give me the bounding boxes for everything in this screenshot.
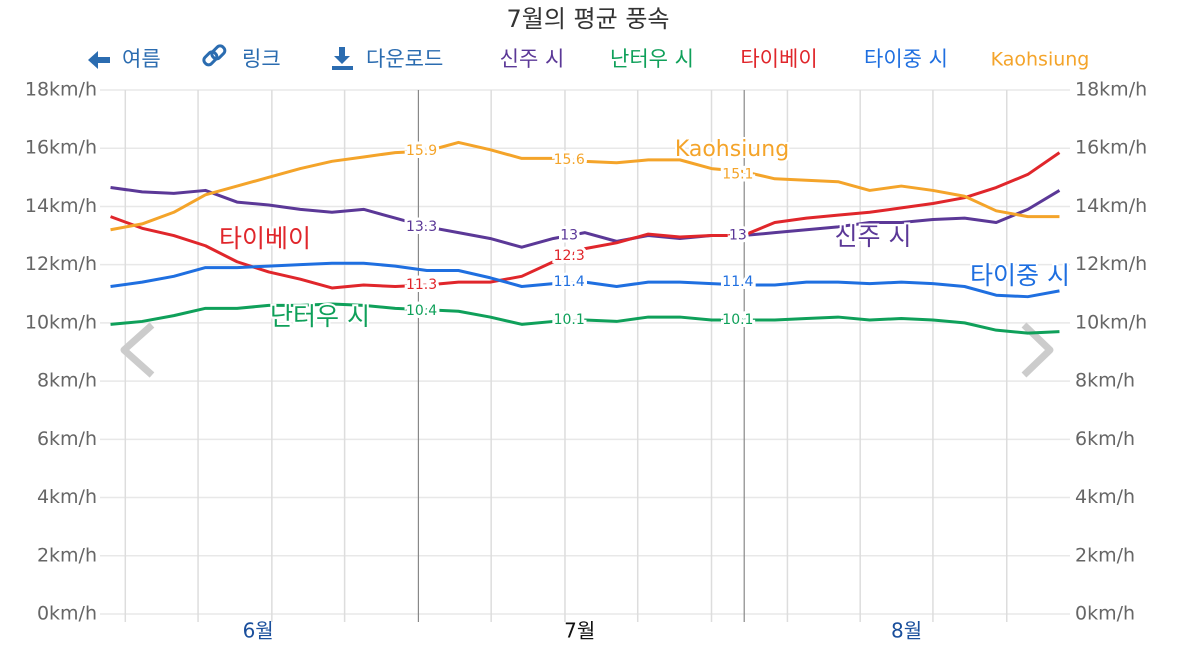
download-icon — [332, 47, 353, 70]
nav-summer[interactable]: 여름 — [88, 47, 161, 71]
series-label: Kaohsiung — [675, 137, 789, 162]
series-line — [110, 302, 1060, 335]
nav-download[interactable]: 다운로드 — [332, 47, 443, 71]
legend-item[interactable]: 난터우 시 — [610, 47, 694, 71]
series-line — [110, 151, 1061, 290]
legend-item[interactable]: 타이베이 — [740, 47, 817, 71]
y-tick-label: 10km/h — [25, 311, 97, 333]
link-icon — [202, 44, 227, 67]
y2-tick-label: 12km/h — [1075, 253, 1147, 275]
data-label: 15.9 — [406, 143, 437, 159]
y-tick-label: 2km/h — [37, 544, 97, 566]
legend-item[interactable]: 신주 시 — [500, 47, 565, 71]
data-label: 13.3 — [406, 219, 437, 235]
y-tick-label: 16km/h — [25, 137, 97, 159]
nav-link[interactable]: 링크 — [202, 44, 281, 71]
chart-title: 7월의 평균 풍속 — [506, 5, 669, 33]
y-tick-label: 12km/h — [25, 253, 97, 275]
y-tick-label: 8km/h — [37, 370, 97, 392]
nav-label[interactable]: 다운로드 — [366, 47, 443, 71]
y2-tick-label: 18km/h — [1075, 79, 1147, 101]
y2-tick-label: 8km/h — [1075, 370, 1135, 392]
y2-tick-label: 2km/h — [1075, 544, 1135, 566]
data-label: 11.4 — [722, 274, 753, 290]
series-line — [110, 140, 1060, 232]
data-label: 12.3 — [554, 248, 585, 264]
y-tick-label: 4km/h — [37, 486, 97, 508]
grid — [100, 89, 1070, 622]
data-label: 11.3 — [406, 277, 437, 293]
series-label: 타이베이 — [219, 224, 311, 253]
y2-tick-label: 0km/h — [1075, 603, 1135, 625]
data-label: 11.4 — [554, 274, 585, 290]
data-label: 10.1 — [554, 312, 585, 328]
y-tick-label: 0km/h — [37, 603, 97, 625]
series-line — [110, 186, 1061, 249]
series-label: 타이중 시 — [970, 261, 1070, 290]
data-label: 10.1 — [722, 312, 753, 328]
data-label: 15.1 — [722, 166, 753, 182]
legend-item[interactable]: Kaohsiung — [991, 49, 1090, 71]
nav-label[interactable]: 여름 — [122, 47, 161, 71]
y2-tick-label: 10km/h — [1075, 311, 1147, 333]
series-label: 신주 시 — [835, 222, 912, 251]
y2-tick-label: 14km/h — [1075, 195, 1147, 217]
data-label: 13 — [560, 228, 578, 244]
y2-tick-label: 6km/h — [1075, 428, 1135, 450]
y-tick-label: 14km/h — [25, 195, 97, 217]
data-label: 13 — [729, 228, 747, 244]
y-tick-label: 18km/h — [25, 79, 97, 101]
series-label: 난터우 시 — [270, 302, 370, 331]
y-tick-label: 6km/h — [37, 428, 97, 450]
data-label: 10.4 — [406, 303, 437, 319]
y2-tick-label: 16km/h — [1075, 137, 1147, 159]
y2-tick-label: 4km/h — [1075, 486, 1135, 508]
nav-label[interactable]: 링크 — [242, 47, 281, 71]
prev-button[interactable] — [120, 322, 155, 378]
x-tick-label: 6월 — [243, 619, 274, 643]
x-tick-label: 7월 — [564, 619, 595, 643]
series-line — [110, 261, 1060, 299]
x-tick-label: 8월 — [891, 619, 922, 643]
arrow-icon — [88, 51, 110, 69]
data-label: 15.6 — [554, 152, 585, 168]
legend-item[interactable]: 타이중 시 — [864, 47, 948, 71]
